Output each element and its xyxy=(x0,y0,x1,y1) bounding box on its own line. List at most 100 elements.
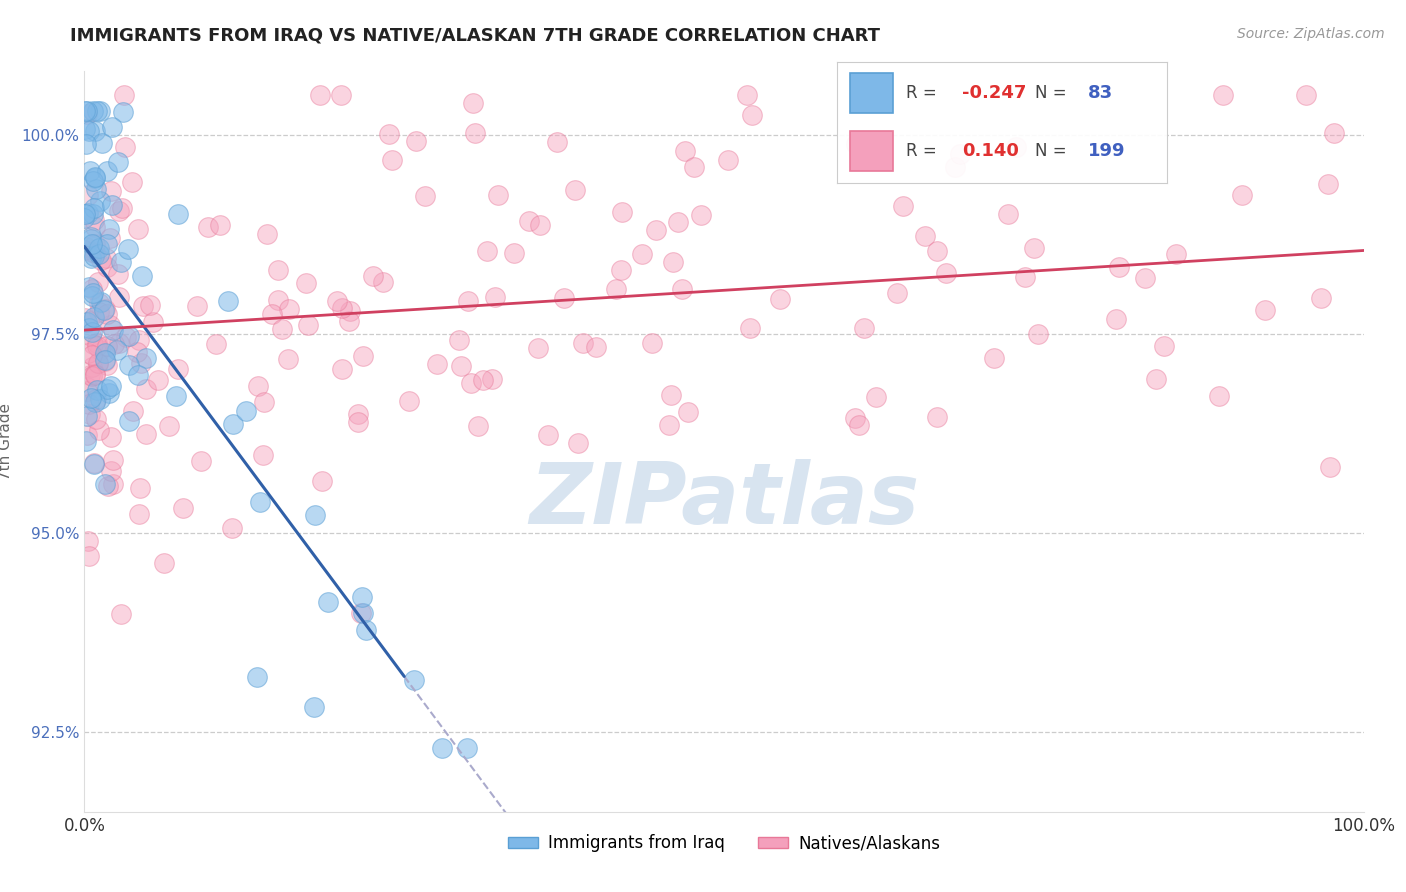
Point xyxy=(186,299,208,313)
Point xyxy=(297,318,319,333)
Point xyxy=(484,290,506,304)
Point xyxy=(89,343,111,357)
Point xyxy=(90,295,112,310)
Point xyxy=(1212,88,1234,103)
Point xyxy=(101,323,124,337)
Point xyxy=(152,556,174,570)
Text: IMMIGRANTS FROM IRAQ VS NATIVE/ALASKAN 7TH GRADE CORRELATION CHART: IMMIGRANTS FROM IRAQ VS NATIVE/ALASKAN 7… xyxy=(70,27,880,45)
Point xyxy=(73,104,96,119)
Point xyxy=(107,267,129,281)
Point xyxy=(463,95,485,110)
Point xyxy=(449,334,471,348)
Point xyxy=(127,222,149,236)
Point xyxy=(111,201,134,215)
Point xyxy=(75,121,97,136)
Point xyxy=(658,417,681,432)
Point xyxy=(166,207,188,221)
Point xyxy=(87,356,110,370)
Point xyxy=(172,501,194,516)
Point xyxy=(925,409,948,424)
Point xyxy=(82,237,104,252)
Point xyxy=(94,477,117,491)
Point xyxy=(1309,291,1331,305)
Point xyxy=(659,387,682,401)
Point xyxy=(1144,372,1167,386)
Point xyxy=(100,120,122,134)
Point xyxy=(464,126,486,140)
Point xyxy=(76,315,98,329)
Point xyxy=(567,435,589,450)
Point xyxy=(256,227,278,241)
Point xyxy=(117,242,139,256)
Point xyxy=(87,241,110,255)
Point xyxy=(80,251,103,265)
Point xyxy=(75,434,97,449)
Point xyxy=(350,590,373,604)
Point xyxy=(845,137,868,152)
Point xyxy=(86,335,108,350)
Point xyxy=(96,260,118,274)
Point xyxy=(80,368,103,383)
Point xyxy=(80,329,103,343)
Point xyxy=(481,372,503,386)
Point xyxy=(1022,241,1045,255)
Point xyxy=(347,415,370,429)
Point xyxy=(131,268,153,283)
Text: Source: ZipAtlas.com: Source: ZipAtlas.com xyxy=(1237,27,1385,41)
Point xyxy=(1319,459,1341,474)
Point xyxy=(371,275,394,289)
Point xyxy=(86,104,108,119)
Point xyxy=(142,315,165,329)
Point xyxy=(460,376,482,390)
Point xyxy=(83,456,105,470)
Point xyxy=(1026,326,1049,341)
Point xyxy=(115,330,138,344)
Point xyxy=(676,405,699,419)
Point xyxy=(852,321,875,335)
Point xyxy=(96,359,118,373)
Point xyxy=(848,417,870,432)
Point xyxy=(135,427,157,442)
Point xyxy=(295,277,318,291)
Point xyxy=(121,175,143,189)
Point xyxy=(943,161,966,175)
Text: ZIPatlas: ZIPatlas xyxy=(529,459,920,542)
Point xyxy=(129,356,152,370)
Point xyxy=(197,220,219,235)
Point xyxy=(94,302,117,317)
Point xyxy=(546,135,568,149)
Point xyxy=(89,104,111,119)
Text: 199: 199 xyxy=(1088,142,1125,160)
Point xyxy=(1254,302,1277,317)
Text: -0.247: -0.247 xyxy=(962,84,1026,103)
Point xyxy=(381,153,404,167)
Point xyxy=(82,174,104,188)
Point xyxy=(398,394,420,409)
Point xyxy=(80,232,103,246)
Point xyxy=(610,263,633,277)
Point xyxy=(222,417,245,431)
Point xyxy=(769,293,792,307)
Point xyxy=(73,311,96,326)
Point xyxy=(886,285,908,300)
Point xyxy=(82,360,104,375)
Point xyxy=(467,419,489,434)
Point xyxy=(101,477,124,491)
Point xyxy=(128,333,150,347)
Point xyxy=(339,304,361,318)
Point xyxy=(73,211,96,225)
Point xyxy=(529,218,551,232)
Point xyxy=(76,384,98,398)
Point xyxy=(83,201,105,215)
Point xyxy=(278,301,301,316)
Point xyxy=(96,383,118,397)
Point xyxy=(502,246,524,260)
Point xyxy=(77,321,100,335)
Point xyxy=(662,255,685,269)
Point xyxy=(75,240,97,254)
Point xyxy=(132,299,155,313)
Point xyxy=(247,379,270,393)
Point xyxy=(84,236,107,251)
Point xyxy=(83,458,105,472)
Point xyxy=(83,394,105,409)
